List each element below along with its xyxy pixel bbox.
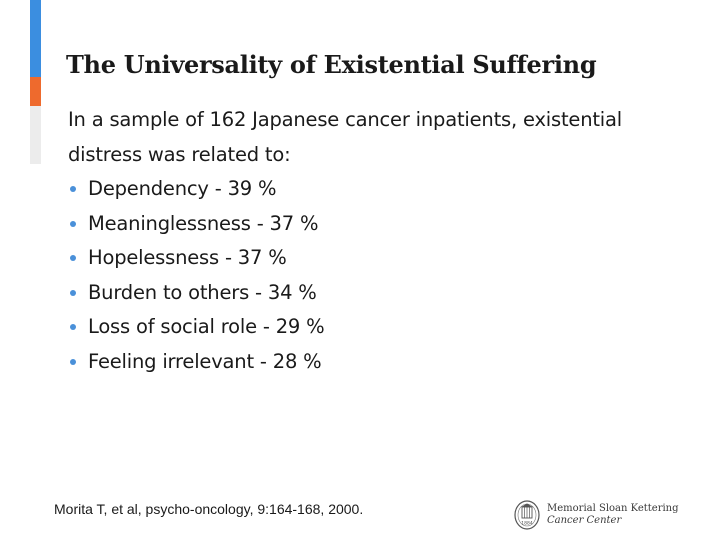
bullet-text: Feeling irrelevant - 28 %	[88, 349, 322, 373]
bullet-dot-icon	[70, 289, 76, 296]
bullet-dot-icon	[70, 255, 76, 262]
bullet-item-hopelessness: Hopelessness - 37 %	[68, 241, 324, 276]
accent-bar-orange	[30, 77, 41, 106]
slide-title: The Universality of Existential Sufferin…	[66, 50, 597, 79]
logo-line-1: Memorial Sloan Kettering	[547, 503, 679, 514]
citation: Morita T, et al, psycho-oncology, 9:164-…	[54, 501, 364, 517]
logo-line-2: Cancer Center	[547, 515, 622, 526]
bullet-text: Dependency - 39 %	[88, 177, 277, 200]
bullet-text: Burden to others - 34 %	[88, 280, 317, 304]
accent-bar-grey	[30, 106, 41, 164]
bullet-text: Meaninglessness - 37 %	[88, 211, 319, 235]
msk-logo: 1884 Memorial Sloan Kettering Cancer Cen…	[514, 500, 679, 530]
bullet-dot-icon	[70, 186, 76, 193]
bullet-list: Dependency - 39 % Meaninglessness - 37 %…	[68, 172, 325, 380]
bullet-dot-icon	[70, 220, 76, 227]
msk-seal-icon: 1884	[514, 500, 540, 530]
bullet-item-irrelevant: Feeling irrelevant - 28 %	[68, 345, 324, 380]
bullet-dot-icon	[70, 358, 76, 365]
bullet-item-burden: Burden to others - 34 %	[68, 276, 324, 311]
intro-text: In a sample of 162 Japanese cancer inpat…	[68, 108, 622, 166]
accent-bar-blue	[30, 0, 41, 77]
bullet-text: Loss of social role - 29 %	[88, 315, 325, 338]
bullet-text: Hopelessness - 37 %	[88, 246, 287, 269]
bullet-dot-icon	[70, 324, 76, 331]
seal-year: 1884	[521, 521, 533, 527]
bullet-item-social-role: Loss of social role - 29 %	[68, 310, 325, 345]
bullet-item-dependency: Dependency - 39 %	[68, 172, 324, 207]
bullet-item-meaninglessness: Meaninglessness - 37 %	[68, 207, 324, 242]
logo-text: Memorial Sloan Kettering Cancer Center	[547, 503, 679, 527]
